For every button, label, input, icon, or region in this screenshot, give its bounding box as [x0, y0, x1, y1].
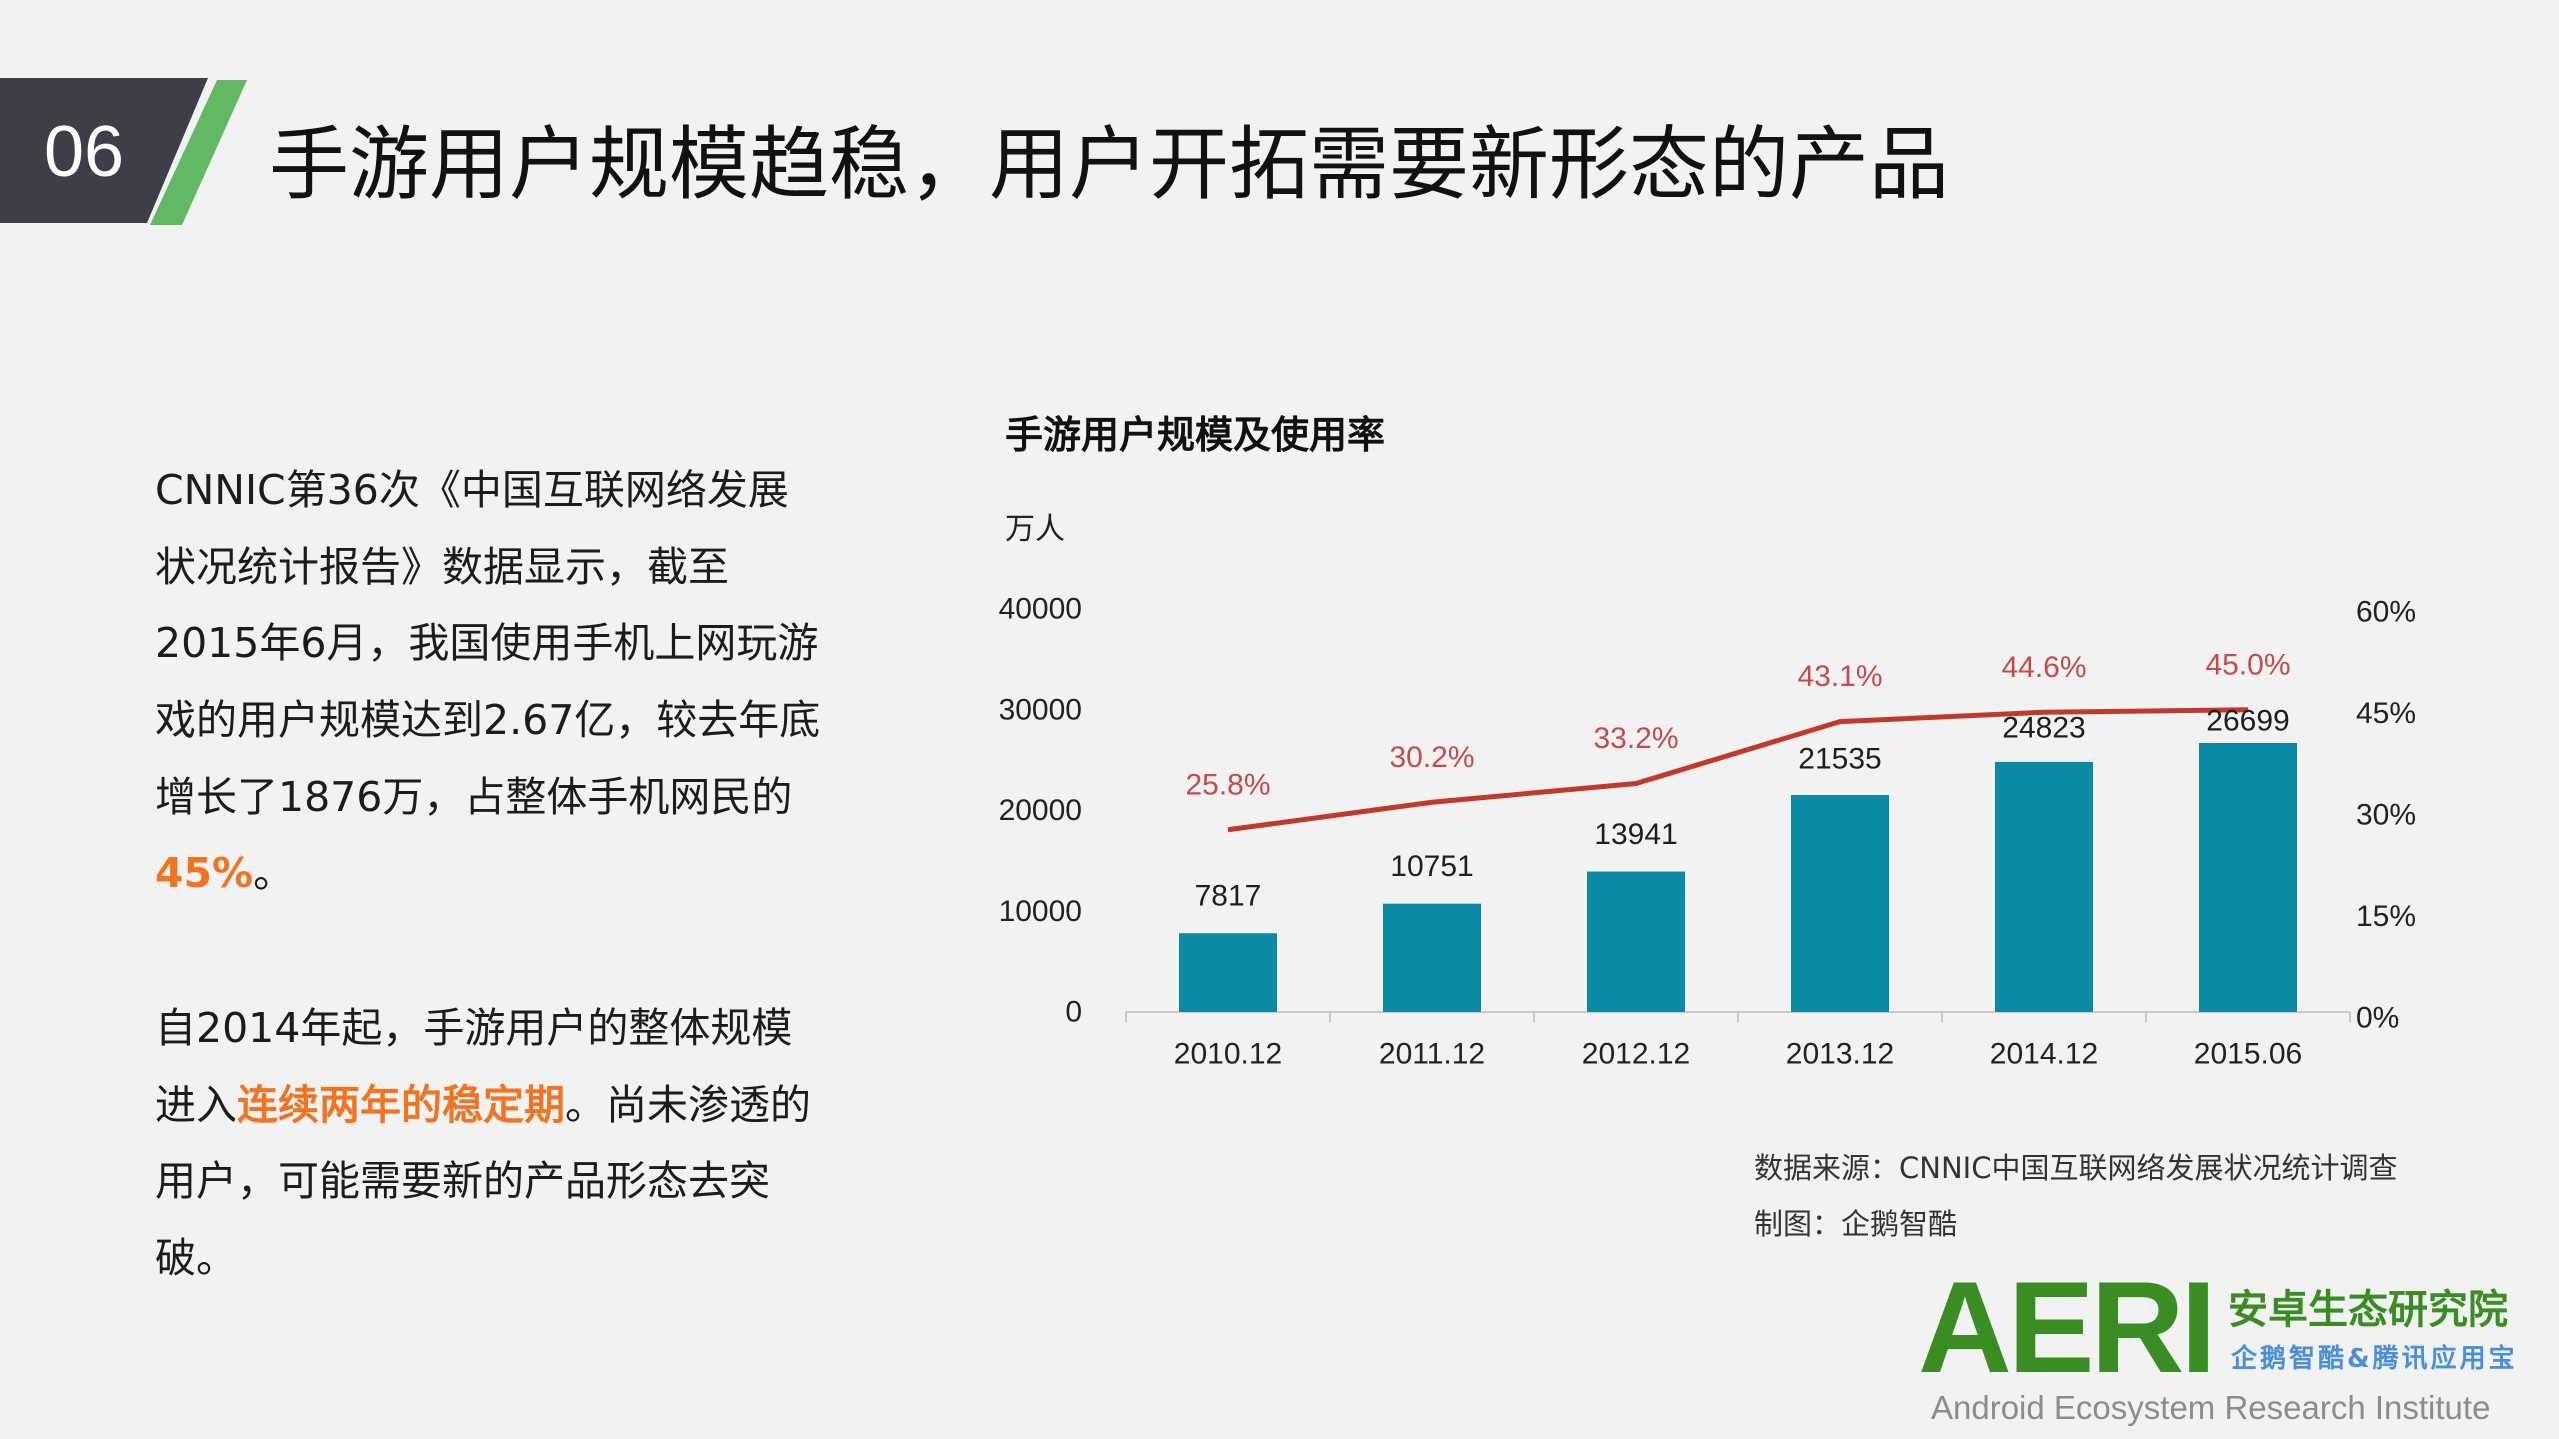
- aeri-logo-mark: AERI: [1918, 1254, 2217, 1400]
- text-segment: 。尚未渗透的: [565, 1080, 811, 1129]
- summary-paragraph-1: CNNIC第36次《中国互联网络发展 状况统计报告》数据显示，截至 2015年6…: [155, 452, 820, 912]
- text-segment: 用户，可能需要新的产品形态去突: [155, 1157, 770, 1206]
- x-axis-category-label: 2015.06: [2194, 1038, 2302, 1071]
- chart-title: 手游用户规模及使用率: [1005, 413, 1386, 457]
- line-value-label: 44.6%: [2001, 651, 2086, 684]
- bar-value-label: 26699: [2206, 705, 2289, 738]
- text-segment: 破。: [155, 1234, 237, 1283]
- chart-credit-note: 制图：企鹅智酷: [1754, 1207, 1958, 1241]
- paragraph-line: 2015年6月，我国使用手机上网玩游: [155, 605, 820, 682]
- data-source-note: 数据来源：CNNIC中国互联网络发展状况统计调查: [1754, 1151, 2398, 1185]
- x-axis-category-label: 2010.12: [1174, 1038, 1282, 1071]
- paragraph-line: 增长了1876万，占整体手机网民的: [155, 759, 820, 836]
- bar: [1383, 903, 1481, 1012]
- section-number-box: [0, 78, 208, 223]
- line-value-label: 33.2%: [1593, 722, 1678, 755]
- y2-axis-tick-label: 30%: [2356, 799, 2416, 832]
- paragraph-line: 戏的用户规模达到2.67亿，较去年底: [155, 682, 820, 759]
- text-segment: 自2014年起，手游用户的整体规模: [155, 1004, 793, 1052]
- section-header-graphic: [0, 78, 247, 225]
- bar-value-label: 13941: [1594, 818, 1677, 851]
- y-axis-tick-label: 20000: [999, 794, 1082, 827]
- y-axis-tick-label: 40000: [999, 593, 1082, 626]
- y-axis-tick-label: 30000: [999, 693, 1082, 726]
- bar: [2199, 743, 2297, 1012]
- text-segment: CNNIC第36次《中国互联网络发展: [155, 466, 789, 514]
- y2-axis-tick-label: 60%: [2356, 596, 2416, 629]
- y2-axis-tick-label: 45%: [2356, 697, 2416, 730]
- bar: [1791, 795, 1889, 1012]
- section-number: 06: [44, 112, 125, 192]
- usage-rate-line: [1227, 707, 2249, 833]
- y2-axis-tick-label: 0%: [2356, 1002, 2399, 1035]
- summary-paragraph-2: 自2014年起，手游用户的整体规模 进入连续两年的稳定期。尚未渗透的 用户，可能…: [155, 990, 811, 1297]
- highlight-text: 45%: [155, 849, 254, 898]
- page-title: 手游用户规模趋稳，用户开拓需要新形态的产品: [269, 118, 1949, 211]
- logo-name-en: Android Ecosystem Research Institute: [1931, 1389, 2491, 1426]
- x-axis-category-label: 2014.12: [1990, 1038, 2098, 1071]
- paragraph-line: 45%。: [155, 835, 820, 912]
- paragraph-line: 破。: [155, 1220, 811, 1297]
- paragraph-line: 自2014年起，手游用户的整体规模: [155, 990, 811, 1067]
- y-axis-tick-label: 10000: [999, 895, 1082, 928]
- y-axis-tick-label: 0: [1065, 996, 1082, 1029]
- text-segment: 戏的用户规模达到2.67亿，较去年底: [155, 696, 821, 745]
- paragraph-line: 进入连续两年的稳定期。尚未渗透的: [155, 1067, 811, 1144]
- logo-name-cn: 安卓生态研究院: [2228, 1287, 2508, 1333]
- x-axis-category-label: 2013.12: [1786, 1038, 1894, 1071]
- x-axis-category-label: 2012.12: [1582, 1038, 1690, 1071]
- bar: [1587, 871, 1685, 1012]
- line-value-label: 30.2%: [1389, 741, 1474, 774]
- bar-value-label: 7817: [1195, 880, 1262, 913]
- line-value-label: 45.0%: [2205, 648, 2290, 681]
- paragraph-line: 用户，可能需要新的产品形态去突: [155, 1143, 811, 1220]
- bar: [1995, 761, 2093, 1012]
- text-segment: 2015年6月，我国使用手机上网玩游: [155, 619, 819, 668]
- paragraph-line: 状况统计报告》数据显示，截至: [155, 529, 820, 606]
- text-segment: 增长了1876万，占整体手机网民的: [155, 772, 793, 821]
- bar: [1179, 933, 1277, 1012]
- line-value-label: 25.8%: [1185, 768, 1270, 801]
- text-segment: 进入: [155, 1080, 237, 1129]
- bar-series-user-scale: [1179, 743, 2297, 1012]
- bar-value-label: 24823: [2002, 711, 2085, 744]
- accent-stripe: [150, 80, 247, 225]
- text-segment: 。: [253, 849, 295, 898]
- paragraph-line: CNNIC第36次《中国互联网络发展: [155, 452, 820, 529]
- bar-value-label: 10751: [1390, 850, 1473, 883]
- chart-axes: 0 10000 20000 30000 40000 0% 15% 30% 45% 60% 2010.…: [999, 593, 2416, 1071]
- highlight-text: 连续两年的稳定期: [237, 1080, 565, 1129]
- logo-partners: 企鹅智酷&腾讯应用宝: [2231, 1344, 2518, 1374]
- bar-value-label: 21535: [1798, 743, 1881, 776]
- text-segment: 状况统计报告》数据显示，截至: [155, 542, 729, 591]
- y2-axis-tick-label: 15%: [2356, 900, 2416, 933]
- line-value-label: 43.1%: [1797, 660, 1882, 693]
- line-series-usage-rate: [1227, 707, 2249, 833]
- x-axis-category-label: 2011.12: [1379, 1038, 1485, 1071]
- data-labels: 7817 10751 13941 21535 24823 26699 25.8% 30.2% 3…: [1185, 648, 2290, 912]
- y-axis-unit-label: 万人: [1005, 512, 1065, 547]
